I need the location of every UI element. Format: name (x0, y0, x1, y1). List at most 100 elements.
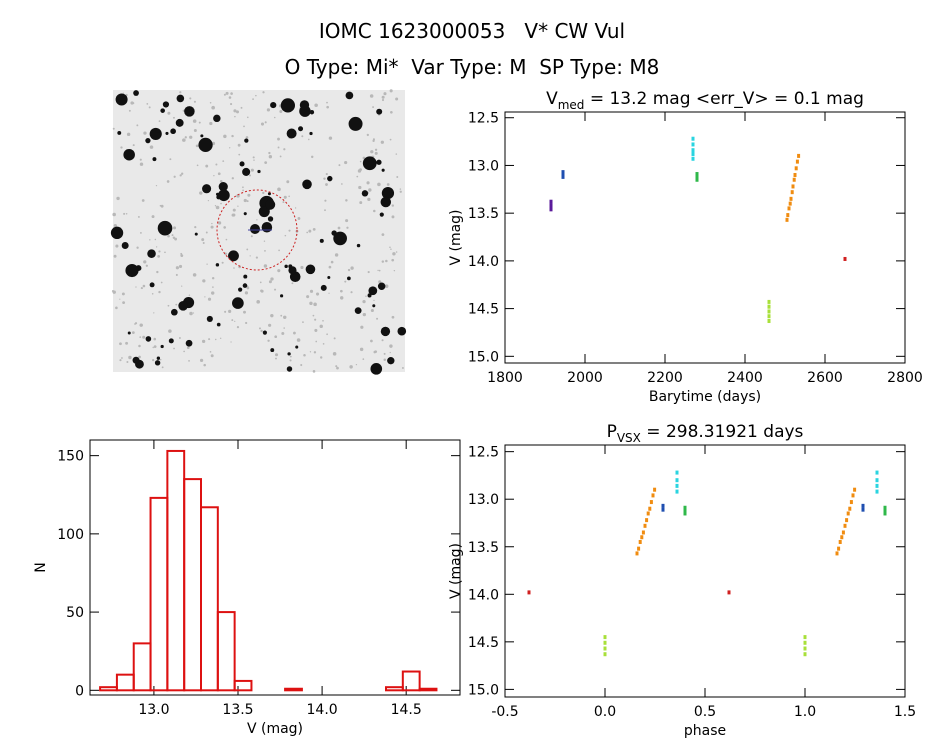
data-point (640, 535, 644, 540)
data-point (875, 483, 879, 488)
star (242, 167, 251, 176)
sky-speckle (256, 300, 260, 304)
x-tick-label: 2600 (807, 370, 843, 386)
sky-speckle (350, 266, 354, 270)
sky-speckle (231, 177, 234, 180)
star (361, 190, 369, 197)
plot-frame (504, 444, 906, 698)
sky-speckle (373, 299, 375, 302)
sky-image (110, 89, 407, 375)
sky-speckle (228, 96, 232, 99)
y-tick-label: 12.5 (468, 111, 499, 127)
sky-speckle (212, 286, 214, 288)
sky-speckle (196, 164, 199, 167)
sky-speckle (179, 174, 182, 177)
sky-speckle (308, 229, 312, 233)
histogram-bar (149, 496, 169, 692)
y-axis-label: V (mag) (448, 209, 464, 265)
sky-speckle (137, 215, 140, 218)
sky-speckle (309, 289, 314, 293)
star (152, 157, 157, 162)
data-point (549, 203, 553, 208)
sky-speckle (142, 284, 146, 288)
sky-speckle (391, 204, 394, 207)
star (168, 338, 174, 344)
sky-speckle (383, 92, 387, 96)
data-point (841, 530, 845, 535)
data-point (683, 511, 687, 516)
sky-speckle (139, 158, 142, 161)
sky-speckle (235, 110, 240, 114)
sky-speckle (333, 337, 336, 340)
star (345, 91, 354, 100)
data-point (603, 646, 607, 651)
star (155, 128, 161, 134)
data-point (635, 551, 639, 556)
sky-speckle (113, 254, 117, 258)
sky-speckle (263, 264, 268, 268)
sky-speckle (277, 146, 280, 149)
data-point (646, 511, 650, 516)
x-tick-label: -0.5 (491, 704, 518, 720)
sky-speckle (125, 341, 129, 345)
sky-speckle (328, 265, 332, 269)
sky-speckle (123, 212, 126, 215)
sky-speckle (203, 363, 206, 367)
sky-speckle (341, 183, 343, 185)
sky-speckle (113, 223, 117, 228)
sky-speckle (390, 248, 392, 251)
star (170, 128, 176, 135)
sky-speckle (201, 339, 206, 344)
sky-speckle (281, 331, 285, 335)
sky-speckle (326, 333, 328, 336)
y-tick-label: 13.0 (468, 158, 499, 174)
star (320, 284, 327, 291)
sky-speckle (247, 193, 251, 197)
page-title: IOMC 1623000053 V* CW Vul (319, 19, 625, 43)
sky-speckle (306, 231, 309, 234)
sky-speckle (115, 244, 119, 248)
star (162, 101, 170, 108)
sky-speckle (121, 357, 123, 359)
star (215, 263, 220, 267)
y-tick-label: 13.5 (468, 206, 499, 222)
star (147, 249, 156, 258)
sky-speckle (279, 155, 282, 158)
data-point (846, 511, 850, 516)
star (376, 159, 382, 165)
star (218, 189, 230, 202)
sky-speckle (194, 226, 197, 229)
sky-speckle (243, 310, 246, 314)
sky-speckle (277, 137, 280, 141)
star (185, 339, 193, 347)
sky-speckle (309, 351, 312, 353)
sky-speckle (195, 144, 199, 148)
sky-speckle (367, 270, 370, 274)
plot: -0.5 0.0 0.5 1.0 1.5 12.5 13.0 13.5 14.0 14.5 15.0… (448, 422, 916, 739)
star (288, 264, 293, 269)
data-point (883, 508, 887, 513)
sky-speckle (337, 226, 341, 230)
sky-speckle (370, 339, 373, 343)
star (242, 283, 248, 288)
histogram-bar (401, 670, 421, 692)
sky-speckle (152, 346, 154, 349)
star (372, 304, 376, 308)
sky-speckle (391, 315, 395, 319)
star (377, 282, 386, 291)
data-point (683, 508, 687, 513)
sky-speckle (158, 250, 161, 253)
star (238, 287, 243, 292)
sky-speckle (358, 185, 362, 190)
sky-speckle (389, 344, 393, 348)
star (309, 110, 315, 115)
x-tick-label: 2800 (887, 370, 923, 386)
y-tick-label: 100 (57, 527, 84, 543)
data-point (649, 500, 653, 505)
x-tick-label: 13.5 (222, 702, 253, 718)
sky-speckle (363, 312, 366, 316)
star (194, 232, 198, 236)
sky-speckle (395, 153, 398, 155)
data-point (645, 518, 649, 523)
sky-speckle (132, 102, 135, 105)
